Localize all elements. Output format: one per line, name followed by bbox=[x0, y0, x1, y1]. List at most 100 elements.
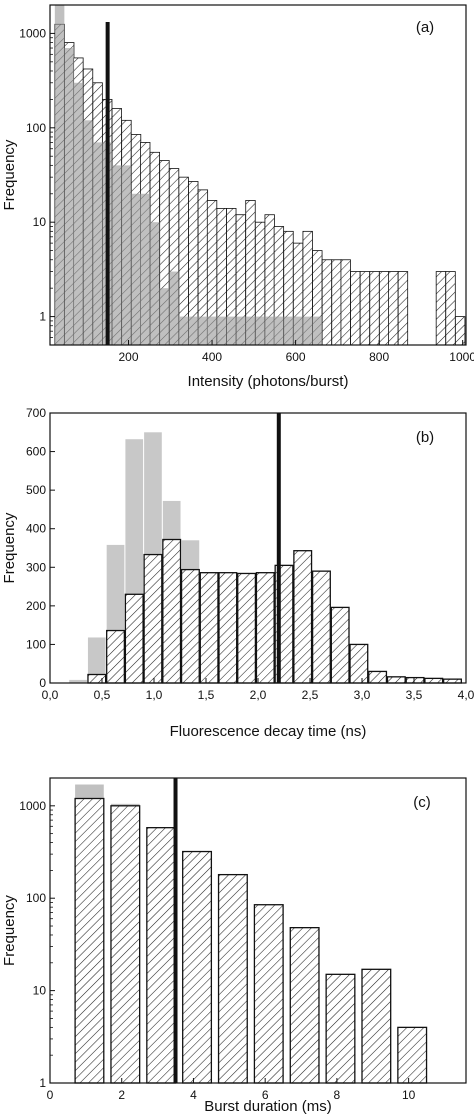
bar-hatched-c-4 bbox=[217, 873, 248, 1084]
bar-hatched-a-36 bbox=[397, 271, 409, 346]
x-axis-title-c: Burst duration (ms) bbox=[204, 1098, 332, 1115]
x-tick-label-b-8: 4,0 bbox=[458, 688, 474, 702]
x-tick-label-a-3: 800 bbox=[369, 350, 389, 364]
axes-frame-a bbox=[49, 4, 467, 346]
bar-hatched-a-37 bbox=[435, 271, 447, 346]
bar-gray-a-22 bbox=[264, 316, 275, 345]
bar-hatched-b-8 bbox=[237, 572, 257, 684]
bar-hatched-a-32 bbox=[359, 271, 371, 346]
bar-gray-b-0 bbox=[69, 679, 87, 683]
y-tick-label-b-1: 100 bbox=[26, 637, 46, 651]
y-tick-label-b-5: 500 bbox=[26, 483, 46, 497]
bar-hatched-c-3 bbox=[182, 850, 213, 1084]
bar-hatched-b-4 bbox=[162, 538, 182, 684]
bar-gray-a-13 bbox=[178, 316, 189, 345]
bar-hatched-b-18 bbox=[424, 677, 444, 684]
x-tick-label-b-1: 0,5 bbox=[94, 688, 111, 702]
y-tick-label-b-3: 300 bbox=[26, 560, 46, 574]
bar-gray-a-8 bbox=[131, 193, 141, 345]
bar-gray-a-18 bbox=[226, 316, 237, 345]
x-tick-label-b-6: 3,0 bbox=[354, 688, 371, 702]
bar-hatched-b-6 bbox=[199, 572, 219, 684]
chart-panel-c: 0 2 4 6 8 10 1 10 100 1000 (c) Burst duration (ms) F… bbox=[1, 777, 467, 1115]
y-tick-label-b-2: 200 bbox=[26, 599, 46, 613]
x-tick-label-a-0: 200 bbox=[119, 350, 139, 364]
bar-gray-a-25 bbox=[293, 316, 303, 345]
bar-gray-a-14 bbox=[188, 316, 199, 345]
y-axis-title-a: Frequency bbox=[1, 139, 18, 210]
bar-hatched-a-39 bbox=[454, 316, 466, 346]
bar-hatched-a-31 bbox=[350, 271, 361, 346]
bar-gray-a-19 bbox=[236, 316, 246, 345]
bar-gray-a-7 bbox=[121, 165, 132, 345]
bar-hatched-a-34 bbox=[378, 271, 390, 346]
chart-panel-a: 200 400 600 800 1000 1 10 100 1000 (a) Intensity (… bbox=[1, 4, 474, 390]
bar-gray-a-17 bbox=[216, 316, 227, 345]
bar-gray-a-3 bbox=[83, 120, 93, 345]
y-tick-label-b-6: 600 bbox=[26, 445, 46, 459]
x-tick-label-a-1: 400 bbox=[202, 350, 222, 364]
x-tick-label-a-4: 1000 bbox=[449, 350, 474, 364]
x-tick-label-b-5: 2,5 bbox=[302, 688, 319, 702]
bar-hatched-c-8 bbox=[361, 968, 392, 1084]
x-tick-label-a-2: 600 bbox=[286, 350, 306, 364]
bar-hatched-a-33 bbox=[369, 271, 380, 346]
bar-hatched-c-7 bbox=[325, 973, 356, 1084]
bar-hatched-b-13 bbox=[330, 606, 350, 684]
x-axis-title-b: Fluorescence decay time (ns) bbox=[170, 723, 367, 740]
bar-hatched-b-2 bbox=[124, 593, 144, 684]
bar-gray-a-23 bbox=[274, 316, 284, 345]
bar-hatched-c-6 bbox=[289, 927, 320, 1084]
x-axis-title-a: Intensity (photons/burst) bbox=[188, 373, 349, 390]
y-tick-label-a-3: 1000 bbox=[19, 26, 46, 40]
bar-hatched-b-0 bbox=[87, 673, 107, 684]
bar-hatched-b-17 bbox=[405, 676, 425, 684]
y-tick-label-a-0: 1 bbox=[39, 310, 46, 324]
bar-gray-a-20 bbox=[245, 316, 256, 345]
chart-panel-b: 0,0 0,5 1,0 1,5 2,0 2,5 3,0 3,5 4,0 0 100 200 300 400… bbox=[1, 406, 474, 740]
y-axis-title-b: Frequency bbox=[1, 512, 18, 583]
y-tick-label-c-0: 1 bbox=[39, 1076, 46, 1090]
x-tick-label-c-1: 2 bbox=[118, 1088, 125, 1102]
bar-gray-b-1 bbox=[87, 637, 106, 683]
bar-gray-a-11 bbox=[159, 288, 170, 345]
bar-gray-a-24 bbox=[283, 316, 294, 345]
panel-label-b: (b) bbox=[416, 429, 434, 446]
bar-hatched-b-11 bbox=[293, 550, 313, 684]
bar-gray-a-12 bbox=[169, 271, 179, 345]
x-tick-label-c-0: 0 bbox=[47, 1088, 54, 1102]
bar-gray-a-21 bbox=[255, 316, 265, 345]
bar-hatched-b-9 bbox=[255, 572, 275, 684]
bar-hatched-b-7 bbox=[218, 572, 238, 684]
x-tick-label-b-4: 2,0 bbox=[250, 688, 267, 702]
bar-gray-a-1 bbox=[64, 48, 74, 345]
bar-hatched-c-5 bbox=[253, 904, 284, 1084]
bar-hatched-b-12 bbox=[311, 570, 331, 684]
bar-hatched-a-35 bbox=[388, 271, 399, 346]
x-tick-label-c-3: 6 bbox=[262, 1088, 269, 1102]
bar-hatched-b-15 bbox=[368, 670, 388, 684]
bar-hatched-b-5 bbox=[180, 568, 200, 684]
axes-frame-c bbox=[49, 777, 467, 1084]
bar-hatched-c-0 bbox=[74, 797, 105, 1084]
x-tick-label-b-3: 1,5 bbox=[198, 688, 215, 702]
x-tick-label-c-5: 10 bbox=[402, 1088, 416, 1102]
x-tick-label-c-2: 4 bbox=[190, 1088, 197, 1102]
y-tick-label-c-3: 1000 bbox=[19, 799, 46, 813]
bar-hatched-b-3 bbox=[143, 553, 163, 684]
bar-hatched-a-28 bbox=[321, 259, 333, 346]
bar-gray-a-0 bbox=[54, 5, 65, 345]
y-axis-title-c: Frequency bbox=[1, 895, 18, 966]
bar-gray-a-9 bbox=[140, 193, 150, 345]
y-tick-label-b-7: 700 bbox=[26, 406, 46, 420]
bar-hatched-b-1 bbox=[106, 629, 126, 684]
bar-hatched-c-9 bbox=[397, 1026, 428, 1084]
bar-hatched-b-16 bbox=[386, 676, 406, 684]
bar-hatched-c-2 bbox=[146, 827, 177, 1084]
y-tick-label-b-0: 0 bbox=[39, 676, 46, 690]
bar-hatched-b-14 bbox=[349, 643, 369, 684]
bar-hatched-a-38 bbox=[445, 271, 456, 346]
bar-gray-a-15 bbox=[198, 316, 208, 345]
bar-gray-a-26 bbox=[302, 316, 313, 345]
